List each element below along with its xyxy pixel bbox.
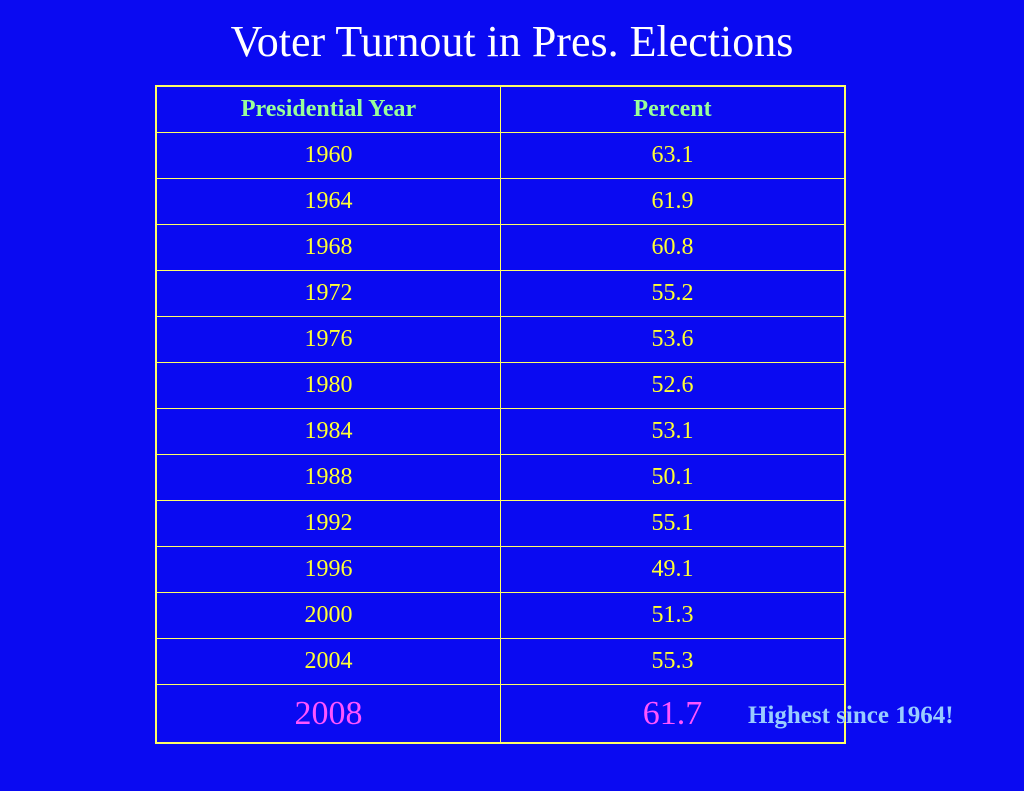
table-row: 1992 55.1 <box>155 500 846 547</box>
percent-cell: 61.9 <box>500 178 846 225</box>
percent-cell: 61.7 <box>500 684 846 744</box>
table-row: 1988 50.1 <box>155 454 846 501</box>
year-cell: 1992 <box>155 500 501 547</box>
title: Voter Turnout in Pres. Elections <box>230 17 794 66</box>
column-header: Presidential Year <box>155 85 501 133</box>
percent-cell: 60.8 <box>500 224 846 271</box>
table-row: 1960 63.1 <box>155 132 846 179</box>
table-row: 2008 61.7 <box>155 684 846 744</box>
percent-cell: 55.3 <box>500 638 846 685</box>
year-cell: 1984 <box>155 408 501 455</box>
table-row: 1984 53.1 <box>155 408 846 455</box>
year-cell: 1996 <box>155 546 501 593</box>
table-row: 1976 53.6 <box>155 316 846 363</box>
annotation: Highest since 1964! <box>748 702 954 729</box>
year-cell: 1960 <box>155 132 501 179</box>
column-header: Percent <box>500 85 846 133</box>
year-cell: 2008 <box>155 684 501 744</box>
table-row: 1968 60.8 <box>155 224 846 271</box>
year-cell: 1976 <box>155 316 501 363</box>
percent-cell: 63.1 <box>500 132 846 179</box>
year-cell: 2004 <box>155 638 501 685</box>
table-row: 1972 55.2 <box>155 270 846 317</box>
table-row: 2004 55.3 <box>155 638 846 685</box>
percent-cell: 53.1 <box>500 408 846 455</box>
header-row: Presidential Year Percent <box>155 85 846 133</box>
table-row: 1964 61.9 <box>155 178 846 225</box>
table-body: 1960 63.1 1964 61.9 1968 60.8 1972 55.2 1976 53.6… <box>155 132 846 744</box>
percent-cell: 55.2 <box>500 270 846 317</box>
year-cell: 1964 <box>155 178 501 225</box>
year-cell: 1980 <box>155 362 501 409</box>
percent-cell: 55.1 <box>500 500 846 547</box>
year-cell: 1972 <box>155 270 501 317</box>
table-row: 1980 52.6 <box>155 362 846 409</box>
percent-cell: 51.3 <box>500 592 846 639</box>
year-cell: 2000 <box>155 592 501 639</box>
table-row: 1996 49.1 <box>155 546 846 593</box>
year-cell: 1968 <box>155 224 501 271</box>
percent-cell: 49.1 <box>500 546 846 593</box>
percent-cell: 50.1 <box>500 454 846 501</box>
table-row: 2000 51.3 <box>155 592 846 639</box>
percent-cell: 53.6 <box>500 316 846 363</box>
turnout-table: Presidential Year Percent 1960 63.1 1964 61… <box>155 85 846 744</box>
percent-cell: 52.6 <box>500 362 846 409</box>
year-cell: 1988 <box>155 454 501 501</box>
table-head: Presidential Year Percent <box>155 85 846 133</box>
